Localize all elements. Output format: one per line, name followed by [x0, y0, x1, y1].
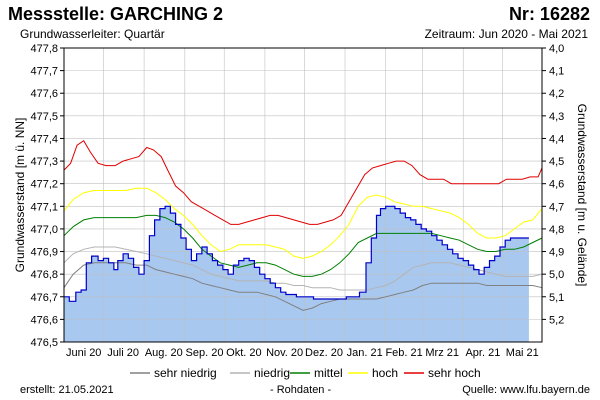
y-tick-label: 476,7 — [30, 292, 58, 304]
x-tick-label: Dez. 20 — [305, 347, 343, 359]
raw-data-note: - Rohdaten - — [270, 384, 332, 396]
y2-tick-label: 4,7 — [549, 201, 564, 213]
y2-tick-label: 4,5 — [549, 156, 564, 168]
x-tick-label: Nov. 20 — [266, 347, 303, 359]
x-tick-label: Juli 20 — [107, 347, 139, 359]
y-tick-label: 477,2 — [30, 179, 58, 191]
x-tick-label: Mai 21 — [506, 347, 539, 359]
x-tick-label: Jan. 21 — [347, 347, 383, 359]
plot-frame — [63, 47, 543, 343]
y2-tick-label: 4,1 — [549, 66, 564, 78]
y2-axis-title: Grundwasserstand [m u. Gelände] — [575, 104, 589, 287]
station-title: Messstelle: GARCHING 2 — [8, 4, 224, 24]
line-sehr-niedrig — [63, 262, 543, 311]
y-tick-label: 476,8 — [30, 269, 58, 281]
y2-tick-label: 4,3 — [549, 111, 564, 123]
line-hoch — [63, 187, 543, 259]
y2-tick-label: 5,1 — [549, 292, 564, 304]
y2-tick-label: 5,0 — [549, 269, 564, 281]
y-tick-label: 476,9 — [30, 247, 58, 259]
y-axis-title: Grundwasserstand [m ü. NN] — [13, 118, 27, 273]
y-tick-label: 477,5 — [30, 111, 58, 123]
x-tick-label: Mrz 21 — [425, 347, 459, 359]
y-tick-label: 477,1 — [30, 201, 58, 213]
y-tick-label: 477,7 — [30, 66, 58, 78]
x-tick-label: Sep. 20 — [186, 347, 224, 359]
x-tick-label: Apr. 21 — [465, 347, 500, 359]
y-tick-label: 477,6 — [30, 88, 58, 100]
station-number: Nr: 16282 — [508, 4, 590, 24]
y2-tick-label: 4,9 — [549, 247, 564, 259]
line-niedrig — [63, 246, 543, 291]
y-tick-label: 476,5 — [30, 337, 58, 349]
source-link[interactable]: Quelle: www.lfu.bayern.de — [462, 384, 590, 396]
legend-label: sehr niedrig — [154, 366, 217, 380]
line-mittel — [63, 214, 543, 277]
x-tick-label: Okt. 20 — [226, 347, 261, 359]
x-tick-label: Feb. 21 — [385, 347, 422, 359]
y2-tick-label: 4,0 — [549, 43, 564, 55]
legend-label: niedrig — [254, 366, 290, 380]
y2-tick-label: 4,2 — [549, 88, 564, 100]
measured-area — [64, 206, 529, 342]
x-tick-label: Juni 20 — [66, 347, 101, 359]
period-label: Zeitraum: Jun 2020 - Mai 2021 — [424, 27, 588, 41]
y-tick-label: 477,4 — [30, 133, 58, 145]
y2-tick-label: 4,6 — [549, 179, 564, 191]
y2-tick-label: 5,2 — [549, 314, 564, 326]
created-date: erstellt: 21.05.2021 — [20, 384, 114, 396]
line-sehr-hoch — [63, 139, 543, 225]
y2-tick-label: 4,8 — [549, 224, 564, 236]
legend-label: hoch — [372, 366, 398, 380]
legend-label: sehr hoch — [428, 366, 481, 380]
legend-label: mittel — [314, 366, 343, 380]
y-tick-label: 477,3 — [30, 156, 58, 168]
y-tick-label: 476,6 — [30, 314, 58, 326]
measured-line — [64, 205, 529, 302]
aquifer-label: Grundwasserleiter: Quartär — [20, 27, 165, 41]
y-tick-label: 477,8 — [30, 43, 58, 55]
y-tick-label: 477,0 — [30, 224, 58, 236]
x-tick-label: Aug. 20 — [145, 347, 183, 359]
y2-tick-label: 4,4 — [549, 133, 564, 145]
